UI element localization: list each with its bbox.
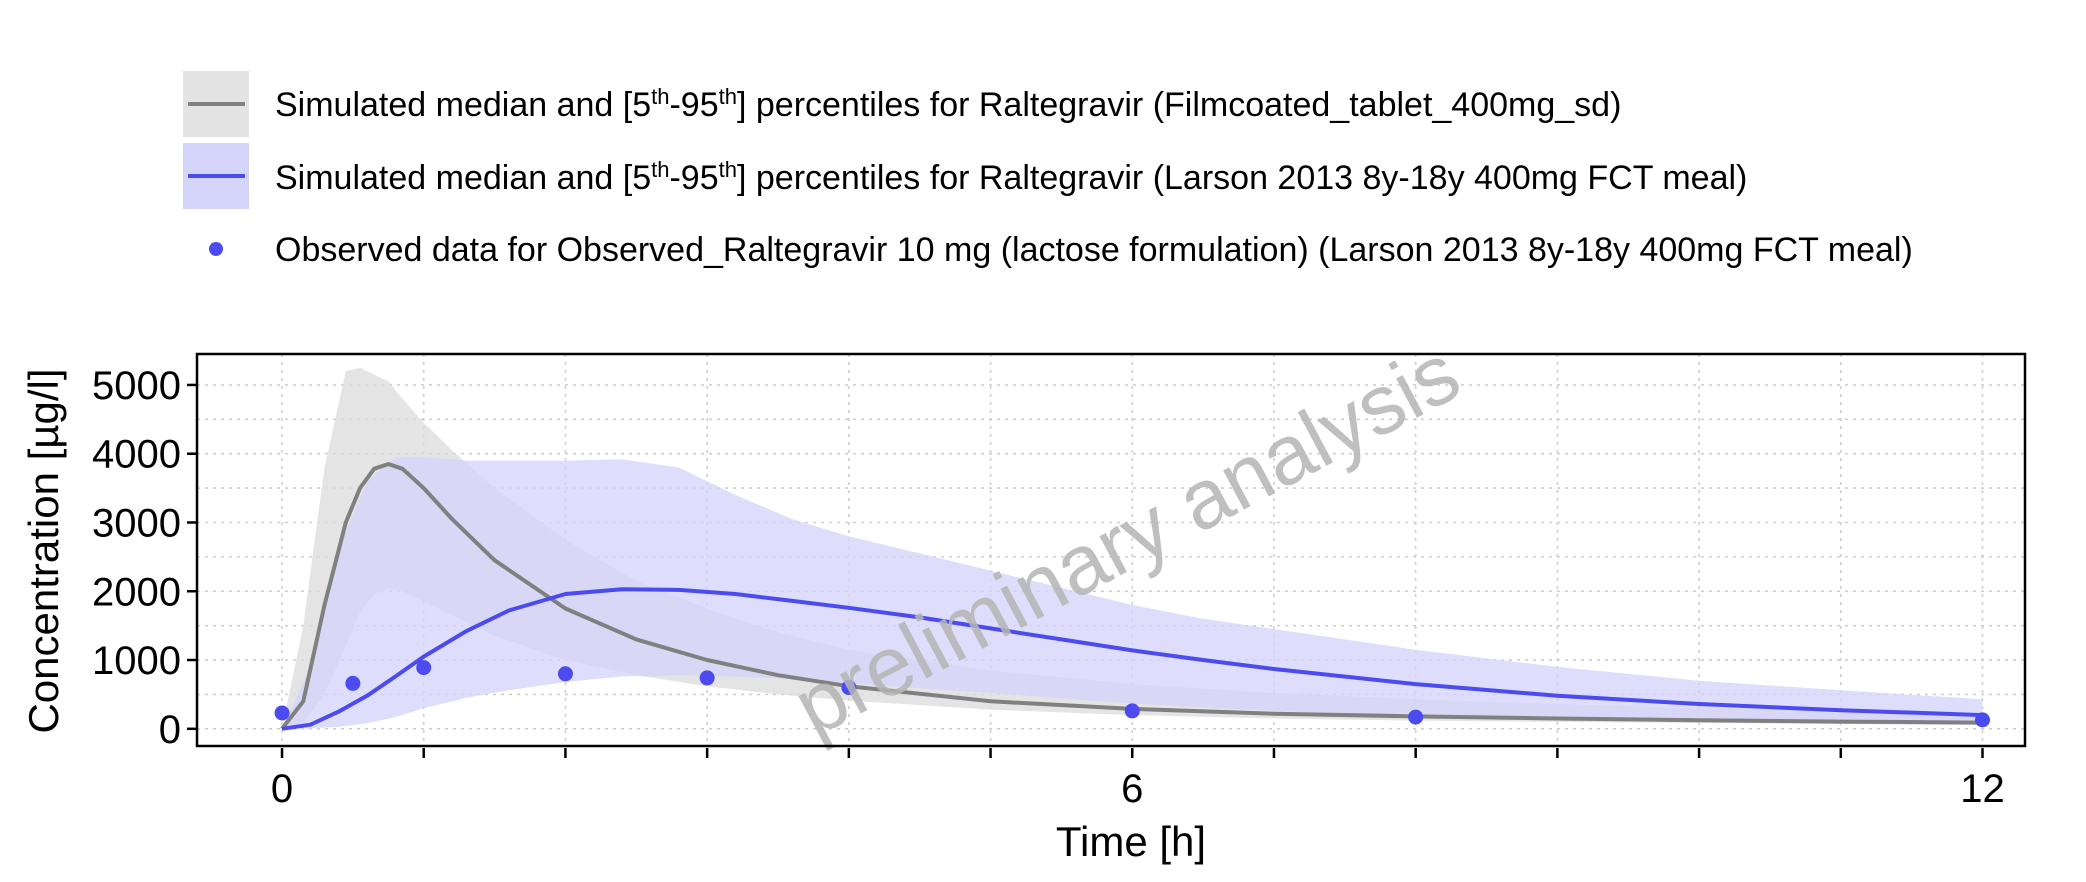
observed-points (274, 660, 1990, 728)
x-tick-label: 6 (1121, 767, 1143, 811)
legend-key-point-observed (209, 242, 223, 256)
observed-point (274, 705, 290, 721)
legend-label-observed: Observed data for Observed_Raltegravir 1… (275, 231, 1913, 269)
observed-point (699, 670, 715, 686)
legend-label-larson: Simulated median and [5th-95th] percenti… (275, 157, 1747, 197)
y-axis: 0 1000 2000 3000 4000 5000 (92, 364, 197, 752)
y-tick-label: 4000 (92, 433, 181, 477)
y-tick-label: 5000 (92, 364, 181, 408)
x-tick-label: 0 (271, 767, 293, 811)
y-tick-label: 0 (159, 708, 181, 752)
plot-border (195, 352, 2027, 748)
legend: Simulated median and [5th-95th] percenti… (183, 71, 1913, 269)
legend-label-filmcoated: Simulated median and [5th-95th] percenti… (275, 84, 1621, 124)
observed-point (841, 680, 857, 696)
legend-item-larson: Simulated median and [5th-95th] percenti… (183, 143, 1747, 209)
observed-point (1408, 709, 1424, 725)
legend-item-filmcoated: Simulated median and [5th-95th] percenti… (183, 71, 1621, 137)
x-axis: 0 6 12 (271, 748, 2005, 811)
observed-point (1124, 703, 1140, 719)
plot-area: preliminary analysis 0 6 12 01000200030004… (92, 325, 2027, 811)
median-line-larson (281, 587, 1983, 731)
y-tick-label: 1000 (92, 639, 181, 683)
observed-point (1974, 712, 1990, 728)
y-tick-label: 3000 (92, 501, 181, 545)
observed-point (416, 660, 432, 676)
x-axis-title: Time [h] (1056, 818, 1206, 865)
observed-point (345, 675, 361, 691)
y-axis-title: Concentration [µg/l] (20, 368, 67, 733)
y-tick-label: 2000 (92, 570, 181, 614)
median-line-filmcoated (280, 462, 1983, 731)
x-tick-label: 12 (1960, 767, 2005, 811)
legend-item-observed: Observed data for Observed_Raltegravir 1… (209, 231, 1913, 269)
median-lines (280, 462, 1983, 731)
observed-point (557, 666, 573, 682)
